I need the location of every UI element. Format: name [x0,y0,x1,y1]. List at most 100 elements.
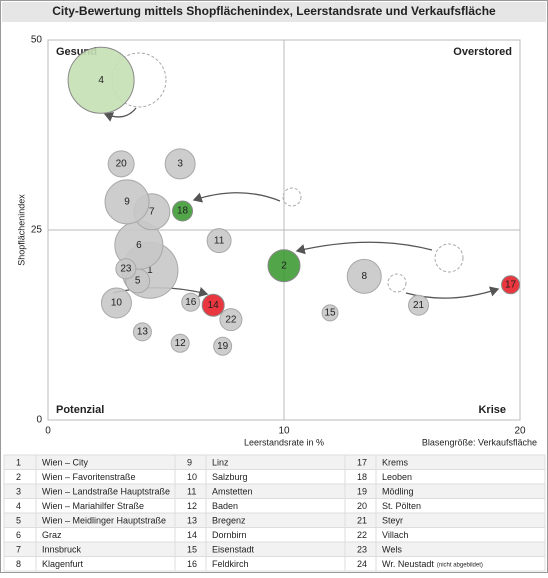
bubble-label: 20 [116,159,128,170]
y-tick-label: 0 [36,415,42,426]
table-cell [344,454,546,470]
bubble-label: 16 [185,297,197,308]
bubble [408,294,430,316]
size-note: Blasengröße: Verkaufsfläche [422,437,537,447]
bubble-label: 1 [147,265,153,276]
table-name: Wr. Neustadt [382,559,434,569]
bubble-label: 2 [281,260,287,271]
bubble-label: 4 [98,75,104,86]
table-name: Klagenfurt [42,559,84,569]
table-cell [3,556,176,572]
table-name: Wien – Landstraße Hauptstraße [42,487,170,497]
table-number: 1 [16,458,21,468]
table-cell [174,498,346,514]
table-note: (nicht abgebildet) [437,562,483,568]
table-number: 15 [187,545,197,555]
table-name: Baden [212,501,238,511]
table-number: 17 [357,458,367,468]
table-number: 13 [187,516,197,526]
table-name: Wels [382,545,402,555]
bubble-label: 14 [208,300,220,311]
table-cell [344,527,546,543]
x-tick-label: 10 [278,426,290,437]
table-cell [174,556,346,572]
table-number: 11 [187,487,196,497]
bubble [67,46,135,114]
table-cell [174,541,346,557]
table-cell [174,527,346,543]
quadrant-label: Krise [478,404,506,416]
bubble-label: 5 [135,276,141,287]
bubble-label: 9 [124,197,130,208]
table-name: Dornbirn [212,530,247,540]
table-cell [344,483,546,499]
bubble [219,308,243,332]
bubble [346,258,382,294]
table-name: Villach [382,530,408,540]
table-number: 14 [187,530,197,540]
bubble-label: 8 [361,271,367,282]
table-cell [174,454,346,470]
table-number: 23 [357,545,367,555]
table-number: 12 [187,501,197,511]
bubble [321,304,339,322]
x-axis-label: Leerstandsrate in % [244,437,324,447]
bubble [501,275,521,295]
table-name: Wien – Meidlinger Hauptstraße [42,516,166,526]
bubble-label: 13 [137,326,149,337]
bubble [267,249,301,283]
table-cell [344,498,546,514]
table-cell [3,454,176,470]
table-cell [344,469,546,485]
bubble [107,150,135,178]
bubble-label: 7 [149,206,155,217]
table-name: Wien – Mariahilfer Straße [42,501,144,511]
table-name: Amstetten [212,487,253,497]
table-name: Salzburg [212,472,248,482]
table-name: St. Pölten [382,501,421,511]
bubble-label: 22 [225,314,237,325]
title-bar [2,2,546,22]
table-number: 18 [357,472,367,482]
table-cell [344,556,546,572]
bubble [181,292,201,312]
table-name: Linz [212,458,229,468]
bubble [115,258,137,280]
table-number: 10 [187,472,197,482]
y-tick-label: 50 [31,35,43,46]
table-name: Mödling [382,487,414,497]
y-axis-label: Shopflächenindex [16,194,26,266]
table-name: Steyr [382,516,403,526]
table-name: Wien – City [42,458,89,468]
table-cell [3,527,176,543]
bubble-label: 15 [324,307,336,318]
table-number: 24 [357,559,367,569]
bubble [100,287,132,319]
quadrant-label: Potenzial [56,404,104,416]
table-number: 6 [16,530,21,540]
bubble-label: 6 [136,240,142,251]
bubble [201,293,225,317]
table-number: 22 [357,530,367,540]
table-cell [174,512,346,528]
table-cell [344,512,546,528]
table-name: Eisenstadt [212,545,255,555]
bubble [132,322,152,342]
table-number: 9 [187,458,192,468]
bubble [170,333,190,353]
y-tick-label: 25 [31,225,43,236]
table-name: Feldkirch [212,559,249,569]
x-tick-label: 0 [45,426,51,437]
table-number: 19 [357,487,367,497]
table-name: Graz [42,530,62,540]
table-name: Innsbruck [42,545,82,555]
x-tick-label: 20 [514,426,526,437]
table-cell [344,541,546,557]
table-number: 21 [357,516,367,526]
bubble [206,228,232,254]
table-name: Bregenz [212,516,246,526]
bubble [104,179,150,225]
table-number: 7 [16,545,21,555]
table-number: 20 [357,501,367,511]
